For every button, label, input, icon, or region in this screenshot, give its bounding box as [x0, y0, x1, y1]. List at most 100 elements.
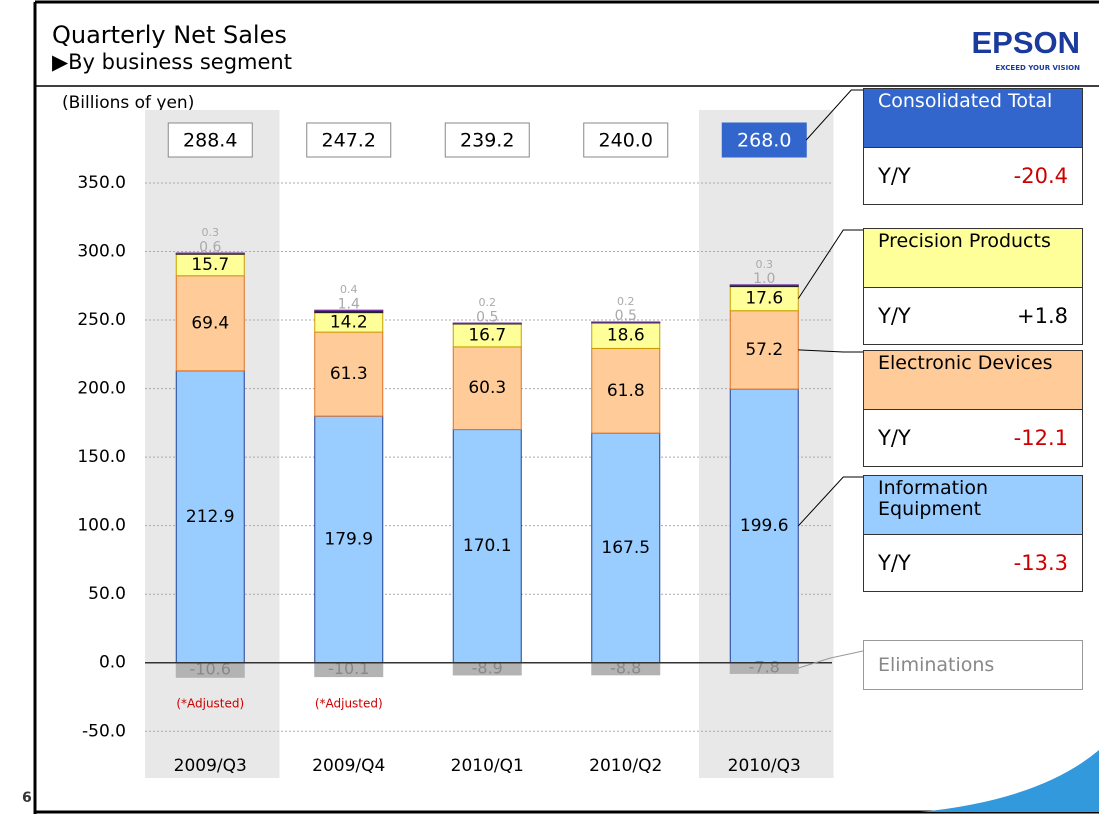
data-label: 60.3 — [468, 378, 506, 398]
x-tick-label: 2010/Q3 — [728, 756, 801, 776]
bar-segment — [314, 309, 384, 312]
legend-header: Precision Products — [864, 229, 1082, 288]
total-label: 247.2 — [322, 130, 376, 152]
yoy-value: +1.8 — [1017, 304, 1068, 328]
data-label: 0.5 — [476, 309, 498, 325]
bar-segment — [729, 310, 799, 390]
y-tick-label: 150.0 — [77, 447, 126, 467]
bar-segment — [452, 346, 522, 431]
yoy-label: Y/Y — [878, 551, 911, 575]
data-label: -10.1 — [328, 659, 369, 678]
total-label: 268.0 — [737, 130, 791, 152]
x-tick-label: 2010/Q1 — [451, 756, 524, 776]
logo: EPSON — [971, 25, 1080, 60]
page-number: 6 — [22, 790, 32, 806]
data-label: 0.6 — [199, 239, 221, 255]
x-tick-label: 2010/Q2 — [589, 756, 662, 776]
data-label: 199.6 — [740, 516, 789, 536]
data-label: 18.6 — [607, 326, 645, 346]
data-label: 61.8 — [607, 381, 645, 401]
yoy-label: Y/Y — [878, 304, 911, 328]
bar-segment — [175, 370, 245, 664]
y-tick-label: -50.0 — [82, 721, 126, 741]
data-label: 16.7 — [468, 325, 506, 345]
yoy-row: Y/Y -20.4 — [864, 148, 1082, 204]
leader-line — [798, 349, 863, 353]
data-label: 14.2 — [330, 312, 368, 332]
data-label: 0.3 — [202, 226, 220, 239]
leader-line — [797, 229, 863, 299]
y-tick-label: 200.0 — [77, 379, 126, 399]
y-tick-label: 50.0 — [88, 584, 126, 604]
legend-panel: Information Equipment Y/Y -13.3 — [863, 475, 1083, 592]
y-tick-label: 100.0 — [77, 516, 126, 536]
leader-line — [805, 89, 863, 141]
data-label: 57.2 — [745, 340, 783, 360]
legend-panel: Precision Products Y/Y +1.8 — [863, 228, 1083, 345]
data-label: 167.5 — [601, 538, 650, 558]
data-label: -8.8 — [610, 658, 641, 677]
leader-line — [798, 650, 864, 669]
x-tick-label: 2009/Q3 — [174, 756, 247, 776]
yoy-value: -12.1 — [1013, 426, 1068, 450]
annotation: (*Adjusted) — [315, 697, 383, 711]
data-label: 15.7 — [191, 255, 229, 275]
corner-swoosh — [920, 750, 1099, 812]
data-label: -10.6 — [190, 660, 231, 679]
yoy-label: Y/Y — [878, 426, 911, 450]
yoy-row: Y/Y -13.3 — [864, 535, 1082, 591]
legend-panel: Electronic Devices Y/Y -12.1 — [863, 350, 1083, 467]
bar-segment — [591, 322, 661, 349]
total-box — [583, 122, 669, 158]
data-label: 61.3 — [330, 364, 368, 384]
data-label: 1.4 — [338, 297, 360, 313]
data-label: 0.4 — [340, 283, 358, 296]
y-tick-label: 250.0 — [77, 310, 126, 330]
data-label: 179.9 — [324, 529, 373, 549]
bar-segment — [175, 275, 245, 372]
data-label: 0.5 — [615, 308, 637, 324]
yoy-value: -13.3 — [1013, 551, 1068, 575]
total-box — [167, 122, 253, 158]
y-tick-label: 300.0 — [77, 241, 126, 261]
bar-segment — [452, 429, 522, 664]
bar-segment — [591, 432, 661, 664]
data-label: 0.2 — [617, 295, 635, 308]
legend-header: Information Equipment — [864, 476, 1082, 535]
legend-header: Electronic Devices — [864, 351, 1082, 410]
bar-segment — [314, 415, 384, 664]
data-label: -7.8 — [749, 658, 780, 677]
data-label: 212.9 — [186, 507, 235, 527]
total-box — [721, 122, 807, 158]
total-box — [444, 122, 530, 158]
total-label: 239.2 — [460, 130, 514, 152]
chart-title: Quarterly Net Sales — [52, 21, 287, 49]
data-label: 17.6 — [745, 289, 783, 309]
data-label: 69.4 — [191, 313, 229, 333]
data-label: 0.3 — [756, 258, 774, 271]
y-tick-label: 0.0 — [99, 653, 126, 673]
y-tick-label: 350.0 — [77, 173, 126, 193]
y-axis-label: (Billions of yen) — [62, 93, 194, 113]
legend-panel: Consolidated Total Y/Y -20.4 — [863, 88, 1083, 205]
data-label: -8.9 — [472, 658, 503, 677]
yoy-label: Y/Y — [878, 164, 911, 188]
yoy-row: Y/Y -12.1 — [864, 410, 1082, 466]
total-label: 240.0 — [599, 130, 653, 152]
data-label: 170.1 — [463, 536, 512, 556]
total-label: 288.4 — [183, 130, 237, 152]
data-label: 0.2 — [479, 296, 497, 309]
bar-segment — [314, 331, 384, 417]
logo-tagline: EXCEED YOUR VISION — [995, 64, 1080, 72]
total-box — [306, 122, 392, 158]
annotation: (*Adjusted) — [176, 697, 244, 711]
x-tick-label: 2009/Q4 — [312, 756, 385, 776]
yoy-value: -20.4 — [1013, 164, 1068, 188]
chart-subtitle: ▶By business segment — [52, 50, 292, 74]
yoy-row: Y/Y +1.8 — [864, 288, 1082, 344]
leader-line — [797, 476, 863, 527]
legend-header: Consolidated Total — [864, 89, 1082, 148]
data-label: 1.0 — [753, 271, 775, 287]
